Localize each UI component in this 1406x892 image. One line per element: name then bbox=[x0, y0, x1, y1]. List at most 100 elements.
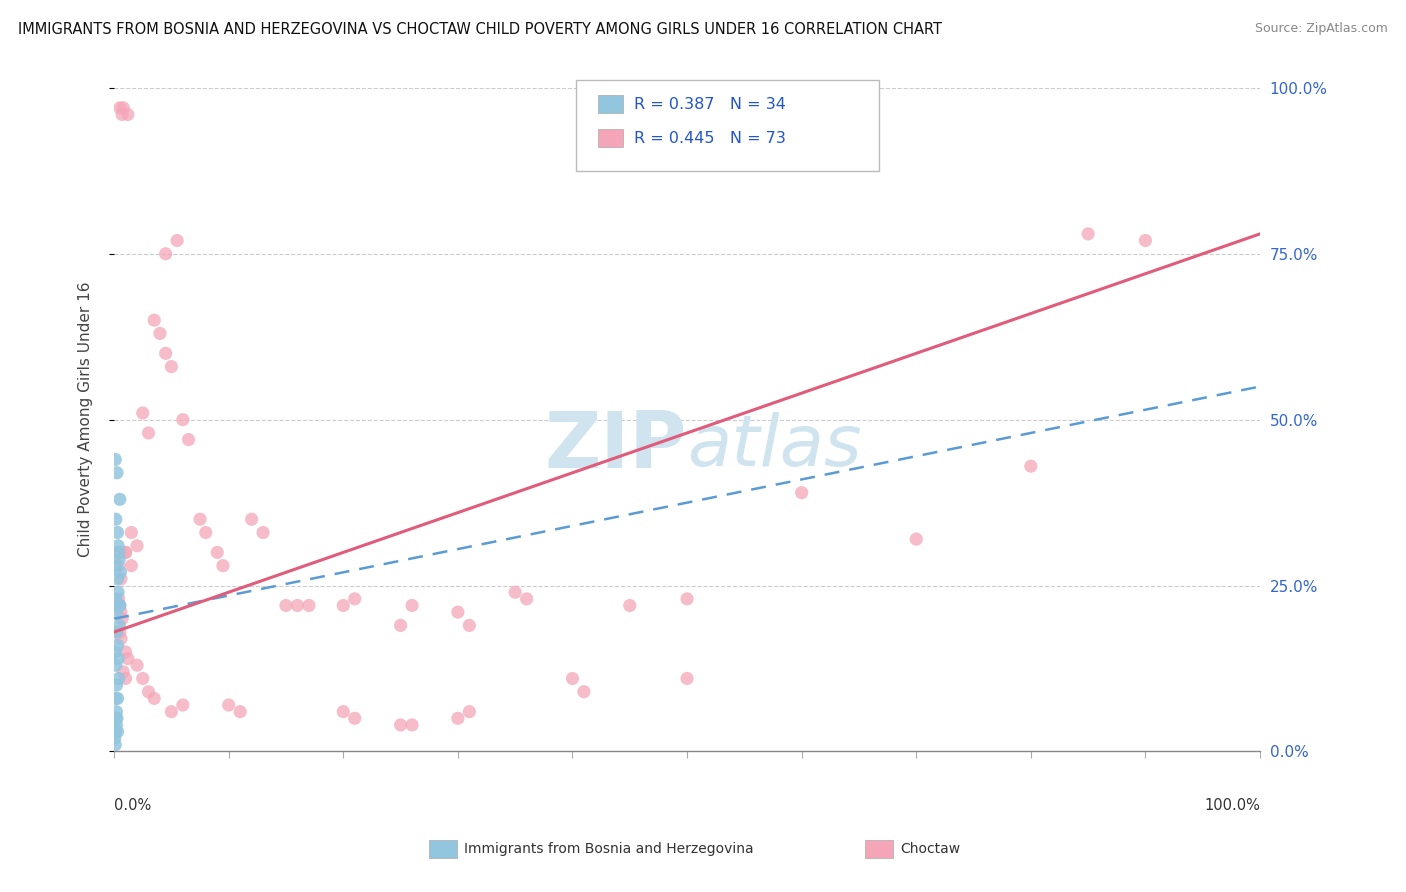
Point bbox=[619, 599, 641, 613]
Point bbox=[104, 452, 127, 467]
Point bbox=[108, 618, 131, 632]
Text: Choctaw: Choctaw bbox=[900, 842, 960, 856]
Point bbox=[561, 672, 583, 686]
Point bbox=[132, 406, 155, 420]
Point bbox=[401, 599, 423, 613]
Point bbox=[105, 558, 128, 573]
Point bbox=[389, 618, 412, 632]
Point bbox=[105, 466, 128, 480]
Point bbox=[447, 605, 470, 619]
Point bbox=[110, 605, 132, 619]
Text: Source: ZipAtlas.com: Source: ZipAtlas.com bbox=[1254, 22, 1388, 36]
Point bbox=[401, 718, 423, 732]
Point bbox=[676, 591, 699, 606]
Point bbox=[1019, 459, 1042, 474]
Text: atlas: atlas bbox=[688, 412, 862, 481]
Point bbox=[114, 545, 136, 559]
Point bbox=[110, 632, 132, 646]
Point bbox=[104, 658, 127, 673]
Point bbox=[105, 718, 128, 732]
Point bbox=[105, 705, 128, 719]
Point bbox=[105, 678, 128, 692]
Point bbox=[108, 599, 131, 613]
Point bbox=[905, 532, 928, 546]
Point bbox=[104, 711, 127, 725]
Point bbox=[177, 433, 200, 447]
Point bbox=[516, 591, 538, 606]
Point bbox=[105, 605, 128, 619]
Point bbox=[458, 705, 481, 719]
Point bbox=[107, 539, 129, 553]
Point bbox=[111, 107, 134, 121]
Point bbox=[790, 485, 813, 500]
Text: ZIP: ZIP bbox=[544, 409, 688, 484]
Point bbox=[458, 618, 481, 632]
Point bbox=[110, 566, 132, 580]
Point bbox=[112, 101, 135, 115]
Point bbox=[114, 645, 136, 659]
Point bbox=[332, 705, 354, 719]
Point bbox=[160, 705, 183, 719]
Point bbox=[125, 539, 148, 553]
Point bbox=[117, 651, 139, 665]
Point bbox=[160, 359, 183, 374]
Point bbox=[107, 585, 129, 599]
Point bbox=[107, 545, 129, 559]
Point bbox=[274, 599, 297, 613]
Point bbox=[212, 558, 235, 573]
Point bbox=[172, 698, 194, 712]
Point bbox=[108, 599, 131, 613]
Point bbox=[155, 247, 177, 261]
Point bbox=[143, 691, 166, 706]
Point bbox=[172, 413, 194, 427]
Text: R = 0.445   N = 73: R = 0.445 N = 73 bbox=[634, 131, 786, 145]
Point bbox=[143, 313, 166, 327]
Point bbox=[332, 599, 354, 613]
Point bbox=[104, 591, 127, 606]
Point bbox=[218, 698, 240, 712]
Point bbox=[343, 711, 366, 725]
Point bbox=[572, 685, 595, 699]
Point bbox=[120, 525, 142, 540]
Text: R = 0.387   N = 34: R = 0.387 N = 34 bbox=[634, 97, 786, 112]
Point bbox=[108, 552, 131, 566]
Point bbox=[138, 685, 160, 699]
Point bbox=[188, 512, 211, 526]
Point bbox=[108, 545, 131, 559]
Point bbox=[104, 731, 127, 746]
Point bbox=[108, 101, 131, 115]
Point bbox=[104, 724, 127, 739]
Point bbox=[105, 625, 128, 640]
Point bbox=[676, 672, 699, 686]
Text: IMMIGRANTS FROM BOSNIA AND HERZEGOVINA VS CHOCTAW CHILD POVERTY AMONG GIRLS UNDE: IMMIGRANTS FROM BOSNIA AND HERZEGOVINA V… bbox=[18, 22, 942, 37]
Point bbox=[108, 492, 131, 507]
Point bbox=[104, 512, 127, 526]
Point bbox=[138, 425, 160, 440]
Point bbox=[1135, 234, 1157, 248]
Point bbox=[114, 545, 136, 559]
Point bbox=[132, 672, 155, 686]
Point bbox=[107, 691, 129, 706]
Point bbox=[107, 525, 129, 540]
Point bbox=[104, 738, 127, 752]
Point bbox=[105, 711, 128, 725]
Point bbox=[240, 512, 263, 526]
Point bbox=[104, 691, 127, 706]
Point bbox=[1077, 227, 1099, 241]
Y-axis label: Child Poverty Among Girls Under 16: Child Poverty Among Girls Under 16 bbox=[79, 282, 93, 558]
Text: 0.0%: 0.0% bbox=[114, 798, 152, 813]
Point bbox=[194, 525, 217, 540]
Point bbox=[155, 346, 177, 360]
Text: Immigrants from Bosnia and Herzegovina: Immigrants from Bosnia and Herzegovina bbox=[464, 842, 754, 856]
Point bbox=[107, 572, 129, 586]
Point bbox=[207, 545, 229, 559]
Point bbox=[120, 558, 142, 573]
Point bbox=[112, 665, 135, 679]
Point bbox=[107, 599, 129, 613]
Point bbox=[298, 599, 321, 613]
Point bbox=[104, 645, 127, 659]
Point bbox=[389, 718, 412, 732]
Point bbox=[252, 525, 274, 540]
Point bbox=[447, 711, 470, 725]
Point bbox=[111, 612, 134, 626]
